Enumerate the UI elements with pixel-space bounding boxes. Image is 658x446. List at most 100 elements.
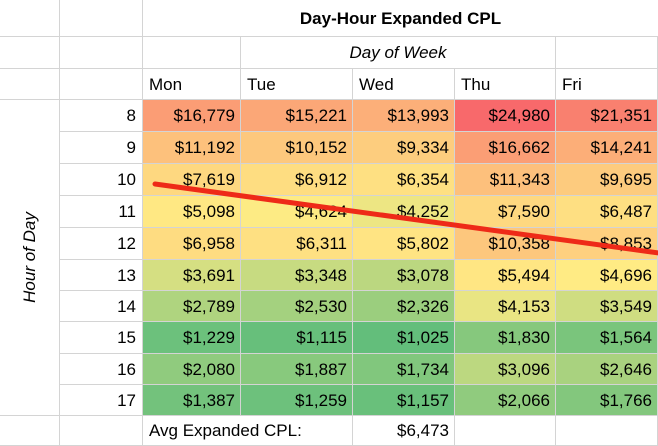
heatmap-cell-text: $11,343 [489,170,550,189]
row-header-13-text: 13 [117,265,136,285]
blank-cell [455,416,556,446]
heatmap-cell: $1,734 [353,354,455,385]
heatmap-cell-text: $2,646 [600,359,652,379]
heatmap-cell: $1,887 [241,354,353,385]
column-header-tue: Tue [241,69,353,100]
row-header-11: 11 [60,196,143,228]
heatmap-cell-text: $24,980 [488,106,550,125]
heatmap-cell-text: $3,078 [397,265,449,285]
heatmap-cell-text: $1,115 [296,328,347,347]
heatmap-cell: $2,326 [353,291,455,322]
heatmap-cell-text: $2,326 [397,296,449,316]
heatmap-cell: $6,958 [143,228,241,260]
heatmap-cell-text: $5,802 [397,234,449,253]
heatmap-cell: $7,590 [455,196,556,228]
heatmap-cell: $1,229 [143,322,241,354]
heatmap-cell-text: $13,993 [387,106,449,125]
column-header-wed-text: Wed [359,74,394,94]
row-header-9: 9 [60,132,143,164]
heatmap-cell: $10,152 [241,132,353,164]
blank-cell [143,37,241,69]
row-header-10-text: 10 [117,170,136,189]
blank-cell [60,416,143,446]
column-header-fri-text: Fri [562,74,582,94]
heatmap-cell: $4,252 [353,196,455,228]
heatmap-cell-text: $3,348 [295,265,347,285]
heatmap-cell-text: $1,734 [397,359,449,379]
heatmap-cell: $2,789 [143,291,241,322]
row-header-14: 14 [60,291,143,322]
heatmap-cell-text: $5,098 [183,202,235,221]
x-axis-label-text: Day of Week [349,43,447,62]
heatmap-cell: $2,530 [241,291,353,322]
heatmap-cell-text: $3,691 [183,265,235,285]
heatmap-cell: $1,115 [241,322,353,354]
summary-value-text: $6,473 [397,421,449,440]
heatmap-cell: $4,696 [556,260,658,291]
heatmap-cell-text: $1,387 [183,390,235,410]
heatmap-cell-text: $1,887 [295,359,347,379]
heatmap-cell-text: $6,487 [600,202,652,221]
summary-label: Avg Expanded CPL: [143,416,353,446]
row-header-9-text: 9 [126,138,136,157]
heatmap-cell: $13,993 [353,100,455,132]
row-header-8-text: 8 [126,106,136,125]
heatmap-cell-text: $6,354 [397,170,449,189]
row-header-8: 8 [60,100,143,132]
row-header-17: 17 [60,385,143,416]
heatmap-cell-text: $4,252 [397,202,449,221]
row-header-15-text: 15 [117,328,136,347]
heatmap-cell: $14,241 [556,132,658,164]
heatmap-cell: $6,311 [241,228,353,260]
row-header-17-text: 17 [117,390,136,410]
heatmap-cell: $1,157 [353,385,455,416]
heatmap-cell: $2,646 [556,354,658,385]
heatmap-cell: $2,080 [143,354,241,385]
row-header-12: 12 [60,228,143,260]
heatmap-cell: $1,387 [143,385,241,416]
heatmap-cell: $3,348 [241,260,353,291]
heatmap-cell: $5,494 [455,260,556,291]
heatmap-cell: $2,066 [455,385,556,416]
heatmap-cell-text: $2,789 [183,296,235,316]
heatmap-cell: $3,549 [556,291,658,322]
heatmap-cell-text: $15,221 [285,106,347,125]
column-header-tue-text: Tue [247,74,276,94]
row-header-15: 15 [60,322,143,354]
heatmap-cell: $11,192 [143,132,241,164]
heatmap-cell: $9,695 [556,164,658,196]
heatmap-cell: $7,619 [143,164,241,196]
heatmap-cell: $6,912 [241,164,353,196]
heatmap-cell-text: $1,564 [600,328,652,347]
heatmap-cell-text: $1,157 [397,390,449,410]
chart-title-text: Day-Hour Expanded CPL [299,8,502,28]
row-header-12-text: 12 [117,234,136,253]
blank-cell [60,37,143,69]
column-header-wed: Wed [353,69,455,100]
heatmap-cell: $1,766 [556,385,658,416]
heatmap-cell: $6,487 [556,196,658,228]
heatmap-cell-text: $2,080 [183,359,235,379]
blank-cell [556,37,658,69]
heatmap-cell: $1,259 [241,385,353,416]
heatmap-cell-text: $3,096 [498,359,550,379]
row-header-13: 13 [60,260,143,291]
heatmap-cell-text: $7,590 [498,202,550,221]
heatmap-cell: $21,351 [556,100,658,132]
heatmap-cell-text: $7,619 [183,170,235,189]
column-header-mon: Mon [143,69,241,100]
heatmap-cell: $5,098 [143,196,241,228]
heatmap-cell: $5,802 [353,228,455,260]
heatmap-cell: $3,078 [353,260,455,291]
heatmap-cell-text: $21,351 [590,106,652,125]
heatmap-cell-text: $2,530 [295,296,347,316]
heatmap-cell-text: $11,192 [174,138,235,157]
heatmap-cell: $24,980 [455,100,556,132]
heatmap-cell: $11,343 [455,164,556,196]
heatmap-cell: $10,358 [455,228,556,260]
summary-label-text: Avg Expanded CPL: [149,421,302,440]
heatmap-cell: $16,662 [455,132,556,164]
column-header-mon-text: Mon [149,74,183,94]
column-header-thu-text: Thu [461,74,491,94]
